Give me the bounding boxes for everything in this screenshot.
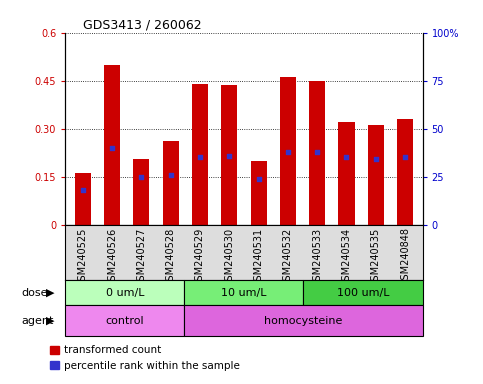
- Bar: [368, 126, 384, 225]
- Point: [196, 154, 204, 161]
- Text: 10 um/L: 10 um/L: [221, 288, 267, 298]
- Bar: [251, 161, 267, 225]
- Text: GSM240527: GSM240527: [136, 227, 146, 287]
- Bar: [185, 280, 303, 305]
- Bar: [104, 65, 120, 225]
- Point: [372, 156, 380, 162]
- Text: GSM240535: GSM240535: [371, 227, 381, 287]
- Text: GSM240533: GSM240533: [312, 227, 322, 286]
- Text: control: control: [105, 316, 144, 326]
- Legend: transformed count, percentile rank within the sample: transformed count, percentile rank withi…: [46, 341, 244, 375]
- Text: 100 um/L: 100 um/L: [337, 288, 389, 298]
- Bar: [339, 122, 355, 225]
- Bar: [221, 86, 237, 225]
- Bar: [185, 305, 423, 336]
- Text: GDS3413 / 260062: GDS3413 / 260062: [83, 18, 202, 31]
- Bar: [163, 141, 179, 225]
- Point: [226, 152, 233, 159]
- Bar: [65, 280, 185, 305]
- Text: 0 um/L: 0 um/L: [105, 288, 144, 298]
- Bar: [280, 78, 296, 225]
- Bar: [309, 81, 325, 225]
- Bar: [303, 280, 423, 305]
- Bar: [192, 84, 208, 225]
- Text: GSM240534: GSM240534: [341, 227, 352, 286]
- Point: [313, 149, 321, 155]
- Text: ▶: ▶: [46, 288, 55, 298]
- Bar: [65, 305, 185, 336]
- Text: GSM240528: GSM240528: [166, 227, 176, 287]
- Text: ▶: ▶: [46, 316, 55, 326]
- Text: GSM240532: GSM240532: [283, 227, 293, 287]
- Bar: [133, 159, 149, 225]
- Point: [79, 187, 86, 193]
- Text: agent: agent: [22, 316, 54, 326]
- Text: GSM240531: GSM240531: [254, 227, 264, 286]
- Text: homocysteine: homocysteine: [264, 316, 342, 326]
- Point: [401, 154, 409, 161]
- Text: GSM240848: GSM240848: [400, 227, 410, 286]
- Point: [342, 154, 350, 161]
- Bar: [397, 119, 413, 225]
- Text: dose: dose: [22, 288, 48, 298]
- Point: [255, 175, 262, 182]
- Point: [167, 172, 174, 178]
- Point: [138, 174, 145, 180]
- Text: GSM240530: GSM240530: [224, 227, 234, 286]
- Text: GSM240529: GSM240529: [195, 227, 205, 287]
- Text: GSM240525: GSM240525: [78, 227, 88, 287]
- Bar: [75, 174, 91, 225]
- Text: GSM240526: GSM240526: [107, 227, 117, 287]
- Point: [284, 149, 292, 155]
- Point: [108, 145, 116, 151]
